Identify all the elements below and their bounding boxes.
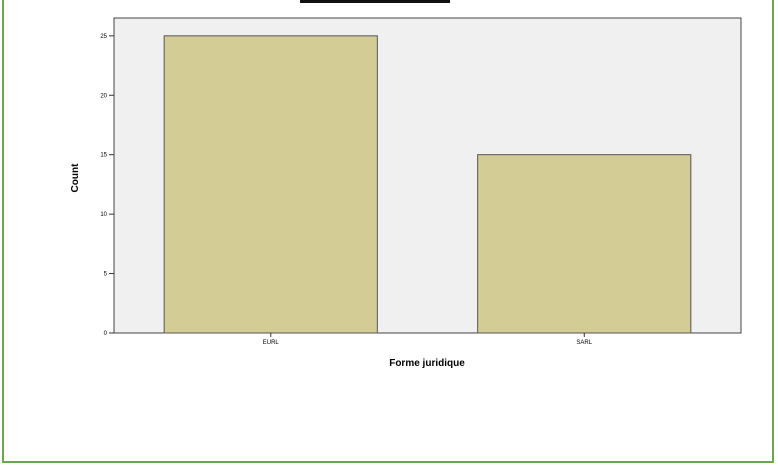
x-axis-title: Forme juridique — [389, 358, 465, 369]
bars — [163, 35, 692, 334]
y-tick-label: 25 — [100, 34, 107, 40]
x-axis: EURL SARL — [263, 333, 593, 346]
x-tick-label: SARL — [576, 340, 592, 346]
y-axis: 0 5 10 15 20 25 — [100, 34, 114, 337]
bar-sarl — [477, 154, 692, 334]
x-tick-label: EURL — [263, 340, 280, 346]
y-tick-label: 20 — [100, 93, 107, 99]
y-tick-label: 5 — [104, 272, 108, 278]
top-edge-fragment — [300, 0, 450, 3]
y-tick-label: 15 — [100, 153, 107, 159]
y-axis-title: Count — [70, 163, 81, 193]
y-tick-label: 0 — [104, 331, 108, 337]
bar-eurl — [163, 35, 378, 334]
y-tick-label: 10 — [100, 212, 107, 218]
